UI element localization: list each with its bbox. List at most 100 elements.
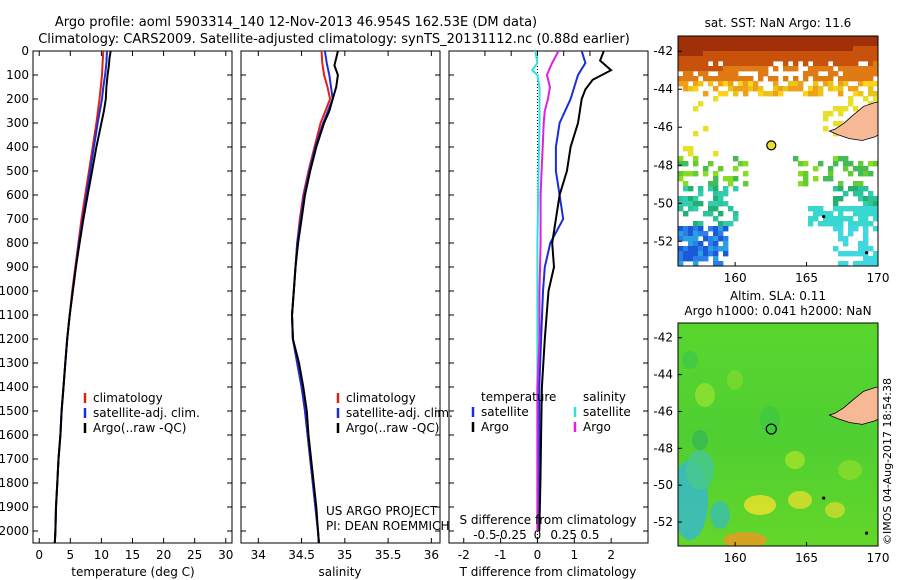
sst-cell [713,171,719,177]
sst-cell [858,81,864,87]
sst-cell [773,86,779,92]
sst-cell [768,46,774,52]
sst-cell [713,56,719,62]
sst-cell [823,76,829,82]
sst-cell [788,66,794,72]
sst-cell [863,241,869,247]
sst-cell [853,36,859,42]
difference-series-T-1 [538,50,613,532]
sst-cell [843,71,849,77]
sst-cell [713,181,719,187]
sst-cell [678,256,684,262]
depth-tick-label: 700 [6,212,29,226]
sst-cell [818,46,824,52]
sst-cell [873,196,878,202]
sst-cell [833,71,839,77]
sst-cell [783,56,789,62]
sst-cell [723,241,729,247]
sla-ytick-label: -42 [653,331,673,345]
sst-cell [793,156,799,162]
sst-cell [688,186,694,192]
sst-cell [678,36,684,42]
sst-cell [788,46,794,52]
sst-cell [858,36,864,42]
sla-map-title-line2: Argo h1000: 0.041 h2000: NaN [684,304,871,318]
sst-cell [833,106,839,112]
temperature-legend-title: temperature [481,390,556,404]
sst-cell [703,51,709,57]
sst-ytick-label: -44 [653,82,673,96]
sst-cell [683,181,689,187]
sst-cell [693,241,699,247]
sst-cell [683,86,689,92]
sst-cell [828,111,834,117]
sst-cell [833,246,839,252]
sst-cell [683,36,689,42]
sst-cell [863,201,869,207]
sst-cell [843,251,849,257]
sst-cell [738,61,744,67]
sst-cell [853,66,859,72]
s-diff-xtick-label: -0.5 [473,528,496,542]
sst-cell [763,51,769,57]
sst-cell [838,221,844,227]
sst-cell [678,226,684,232]
sst-cell [848,56,854,62]
sst-cell [838,206,844,212]
sst-cell [763,66,769,72]
sst-cell [778,56,784,62]
sst-cell [873,36,878,42]
sst-cell [813,91,819,97]
difference-lines [530,50,613,532]
sst-cell [873,161,878,167]
difference-legend: temperaturesatelliteArgosalinitysatellit… [471,390,631,434]
temperature-ticks: 0 5 10 15 20 25 300100200300400500600700800900… [0,44,233,562]
sst-cell [693,56,699,62]
sst-cell [723,51,729,57]
sst-cell [838,86,844,92]
sst-cell [683,66,689,72]
sst-cell [713,191,719,197]
sst-cell [848,46,854,52]
sst-cell [733,186,739,192]
sst-cell [753,61,759,67]
sst-cell [678,46,684,52]
sst-cell [693,76,699,82]
sst-cell [728,221,734,227]
sst-cell [713,36,719,42]
sst-cell [853,61,859,67]
t-diff-xtick-label: -2 [458,548,470,562]
sst-cell [868,41,874,47]
sst-cell [693,81,699,87]
sst-cell [853,206,859,212]
sst-cell [733,91,739,97]
sst-cell [768,61,774,67]
sst-cell [728,61,734,67]
sst-cell [843,106,849,112]
sst-map-ticks: 160 165 170 -52 -50 -48 -46 -44 -42 [653,44,889,285]
sst-cell [813,51,819,57]
sst-cell [813,166,819,172]
sst-cell [743,171,749,177]
sst-cell [803,181,809,187]
sst-cell [818,61,824,67]
s-diff-xtick-label: 0.25 [550,528,577,542]
sst-cell [748,51,754,57]
sst-cell [698,231,704,237]
sst-cell [798,171,804,177]
sst-cell [713,246,719,252]
sst-cell [698,51,704,57]
sst-cell [853,76,859,82]
sla-islands [822,496,869,535]
sst-cell [713,41,719,47]
sst-cell [788,86,794,92]
temperature-xtick-label: 15 [125,548,140,562]
sst-cell [723,236,729,242]
sst-cell [688,236,694,242]
sst-cell [868,91,874,97]
sst-cell [838,41,844,47]
sst-cell [758,46,764,52]
sla-blob [723,532,767,546]
sst-cell [713,176,719,182]
sst-cell [723,46,729,52]
